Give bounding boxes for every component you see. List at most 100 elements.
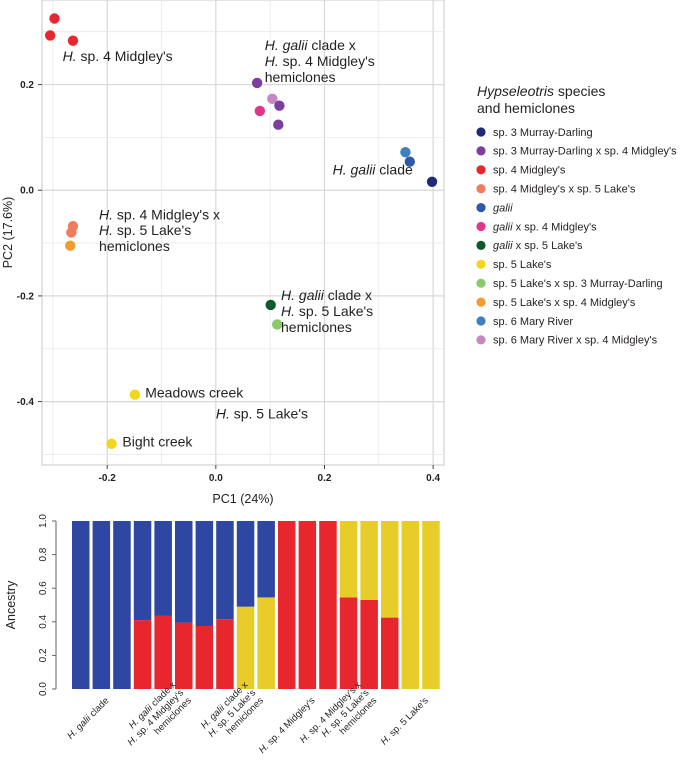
ancestry-segment-yellow xyxy=(360,521,378,600)
legend-label-text: sp. 3 Murray-Darling xyxy=(493,127,593,139)
bar-category-label: H. sp. 5 Lake's xyxy=(379,695,431,747)
ancestry-segment-blue xyxy=(216,521,234,620)
ancestry-segment-blue xyxy=(195,521,214,626)
ancestry-segment-yellow xyxy=(236,606,255,689)
legend-label: sp. 3 Murray-Darling xyxy=(493,127,593,139)
legend-entry: galii x sp. 5 Lake's xyxy=(476,240,583,252)
bar-ytick-label: 0.2 xyxy=(38,648,49,662)
pca-annotation: H. galii clade xyxy=(333,161,413,177)
pca-point xyxy=(404,156,415,167)
ancestry-bar xyxy=(72,521,90,689)
legend-title-line2: and hemiclones xyxy=(477,100,575,116)
bar-category-label: H. sp. 4 Midgley's xyxy=(257,695,318,756)
legend-entry: sp. 4 Midgley's xyxy=(476,165,566,177)
pca-panel: -0.2 0.0 0.2 0.4 0.2 0.0 -0.2 -0.4 PC1 (24%) PC2 … xyxy=(1,0,445,506)
ancestry-segment-blue xyxy=(154,521,172,616)
pca-point xyxy=(272,319,283,330)
pca-xtick-label: -0.2 xyxy=(99,473,117,484)
pca-annotation: hemiclones xyxy=(281,319,352,335)
ancestry-segment-red xyxy=(339,597,358,689)
ancestry-bar xyxy=(195,521,214,689)
ancestry-bar xyxy=(319,521,337,689)
ancestry-segment-blue xyxy=(133,521,152,621)
legend-label-text: sp. 5 Lake's xyxy=(493,259,552,271)
pca-annotation-italic: H. xyxy=(99,206,113,222)
pca-annotation-italic: H. xyxy=(99,222,113,238)
ancestry-segment-red xyxy=(298,521,317,689)
legend-label: sp. 5 Lake's xyxy=(493,259,552,271)
ancestry-segment-red xyxy=(154,615,172,689)
legend-entry: sp. 4 Midgley's x sp. 5 Lake's xyxy=(476,184,636,196)
ancestry-segment-yellow xyxy=(381,521,399,618)
ancestry-segment-blue xyxy=(175,521,193,623)
legend-entry: sp. 3 Murray-Darling x sp. 4 Midgley's xyxy=(476,146,677,158)
pca-ytick-label: -0.4 xyxy=(17,397,35,408)
ancestry-bar xyxy=(381,521,399,689)
pca-xtick-label: 0.2 xyxy=(318,473,332,484)
pca-annotation-italic: H. galii xyxy=(265,37,309,53)
legend-label: sp. 4 Midgley's x sp. 5 Lake's xyxy=(493,184,636,196)
ancestry-bar xyxy=(401,521,420,689)
pca-y-axis-title: PC2 (17.6%) xyxy=(1,197,15,269)
ancestry-bar xyxy=(339,521,358,689)
pca-annotation-italic: H. xyxy=(281,303,295,319)
legend-label-text: sp. 4 Midgley's x sp. 5 Lake's xyxy=(493,184,636,196)
legend-label: sp. 4 Midgley's xyxy=(493,165,566,177)
pca-points xyxy=(44,13,438,450)
pca-annotation-text: sp. 5 Lake's xyxy=(113,222,191,238)
ancestry-bar xyxy=(154,521,172,689)
pca-annotation-text: sp. 4 Midgley's xyxy=(279,53,375,69)
ancestry-segment-blue xyxy=(92,521,111,689)
pca-annotation-italic: H. galii xyxy=(333,161,377,177)
bar-y-axis-title: Ancestry xyxy=(4,580,18,629)
bar-category-label: H. galii clade xyxy=(65,695,111,741)
legend-label-text: x sp. 5 Lake's xyxy=(513,240,583,252)
legend-title: Hypseleotris species xyxy=(477,83,605,99)
pca-annotation-text: Meadows creek xyxy=(145,384,244,400)
legend-entry: sp. 6 Mary River x sp. 4 Midgley's xyxy=(476,335,658,347)
ancestry-bar xyxy=(133,521,152,689)
legend-label: galii x sp. 4 Midgley's xyxy=(493,221,597,233)
bar-category-labels: H. galii clade H. galii clade xH. sp. 4 M… xyxy=(65,680,431,756)
pca-annotation-italic: H. xyxy=(216,406,230,422)
pca-annotation-text: hemiclones xyxy=(265,69,336,85)
legend-label: galii xyxy=(493,202,513,214)
ancestry-bar xyxy=(257,521,275,689)
legend-swatch xyxy=(476,335,486,345)
ancestry-segment-red xyxy=(175,622,193,689)
legend-swatch xyxy=(476,297,486,307)
pca-annotation: H. sp. 5 Lake's xyxy=(216,406,308,422)
ancestry-bar xyxy=(360,521,378,689)
pca-point xyxy=(426,176,438,187)
pca-point xyxy=(49,13,60,24)
legend-swatch xyxy=(476,203,486,213)
legend-label: sp. 5 Lake's x sp. 4 Midgley's xyxy=(493,297,636,309)
ancestry-segment-blue xyxy=(113,521,131,689)
legend-label-text: sp. 5 Lake's x sp. 3 Murray-Darling xyxy=(493,278,663,290)
pca-annotation-text: hemiclones xyxy=(99,238,170,254)
pca-annotation: H. sp. 4 Midgley's x xyxy=(99,206,220,222)
pca-annotation-italic: H. galii xyxy=(281,287,325,303)
pca-annotation-text: sp. 4 Midgley's xyxy=(77,48,173,64)
pca-annotation: H. galii clade x xyxy=(265,37,356,53)
pca-annotation-text: sp. 5 Lake's xyxy=(230,406,308,422)
bar-ytick-label: 1.0 xyxy=(38,514,49,528)
bar-ytick-label: 0.0 xyxy=(38,682,49,696)
bar-category-label-text: sp. 5 Lake's xyxy=(385,695,430,740)
ancestry-bar xyxy=(216,521,234,689)
legend-entry: sp. 5 Lake's x sp. 4 Midgley's xyxy=(476,297,636,309)
legend-label-text: sp. 5 Lake's x sp. 4 Midgley's xyxy=(493,297,636,309)
legend-label-text: sp. 4 Midgley's xyxy=(493,165,566,177)
legend-label-text: x sp. 4 Midgley's xyxy=(513,221,598,233)
ancestry-bar xyxy=(422,521,440,689)
ancestry-segment-blue xyxy=(236,521,255,607)
legend-entry: sp. 3 Murray-Darling xyxy=(476,127,593,139)
ancestry-segment-blue xyxy=(72,521,90,689)
pca-grid xyxy=(42,0,444,465)
ancestry-segment-red xyxy=(278,521,296,689)
pca-annotation-text: clade xyxy=(375,161,413,177)
pca-ytick-label: -0.2 xyxy=(17,291,35,302)
ancestry-bar xyxy=(113,521,131,689)
